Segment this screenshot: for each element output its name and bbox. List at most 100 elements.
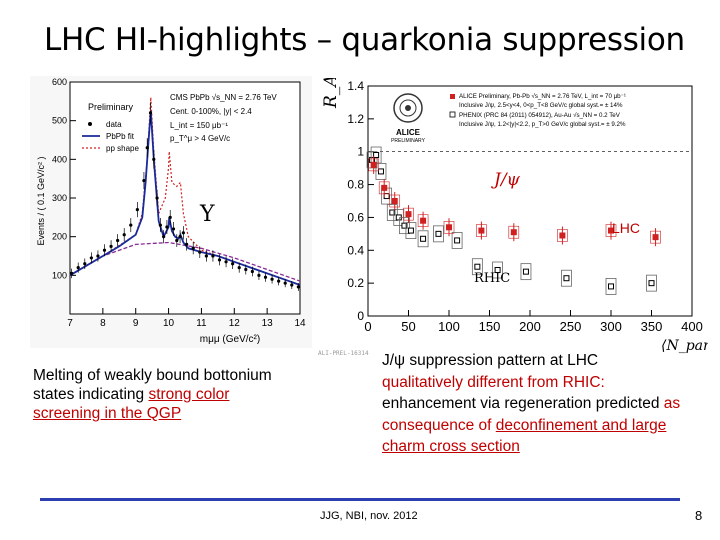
x-tick-label: 10 [163,318,175,329]
legend-header: CMS PbPb √s_NN = 2.76 TeV [170,93,277,102]
phenix-point [608,283,614,290]
alice-syst-box [443,220,455,234]
right-caption-line1: J/ψ suppression pattern at LHC [382,352,599,369]
alice-point [652,234,659,241]
x-tick-label: 13 [262,318,274,329]
x-tick-label: 100 [438,319,460,334]
alice-syst-box [378,181,390,195]
alice-point [420,217,427,224]
data-point [237,266,241,270]
phenix-syst-box [417,230,429,248]
phenix-point [435,230,442,237]
x-tick-label: 400 [681,319,703,334]
data-point [244,267,248,272]
phenix-syst-box [646,274,657,292]
x-tick-label: 250 [560,319,582,334]
data-point [148,111,153,115]
alice-point [608,227,614,234]
data-point [102,248,107,252]
x-axis-label: mμμ (GeV/c²) [200,334,260,345]
data-point [109,244,113,248]
alice-logo-sub: PRELIMINARY [391,138,425,144]
right-caption-red3: as consequence of [382,395,681,434]
alice-logo [393,93,423,123]
phenix-syst-box [451,232,463,249]
phenix-point [389,209,396,216]
x-tick-label: 8 [100,318,106,329]
phenix-syst-box [405,222,417,239]
upsilon-mass-spectrum: 100 200 300 400 500 600 7 8 9 10 11 12 13 14 Prelimi… [30,76,312,348]
y-tick-label: 600 [52,77,67,87]
data-point [198,250,202,254]
legend-phenix-2: Inclusive J/ψ, 1.2<|y|<2.2, p_T>0 GeV/c … [459,121,626,128]
x-axis-label: ⟨N_part⟩ [661,338,708,354]
y-tick-label: 0 [357,309,364,323]
alice-syst-box [650,230,661,244]
right-caption-red2: enhancement via regeneration predicted [382,395,660,412]
data-point [250,269,254,274]
x-tick-label: 350 [641,319,663,334]
data-point [181,231,185,235]
legend-alice-2: Inclusive J/ψ, 2.5<y<4, 0<p_T<8 GeV/c gl… [459,102,623,109]
data-point [224,260,228,264]
legend-sub-2: L_int = 150 μb⁻¹ [170,121,228,130]
alice-syst-box [417,214,429,228]
right-caption-red4: deconfinement and large charm cross sect… [382,416,667,456]
lhc-annotation: LHC [612,220,641,236]
alice-syst-box [476,224,487,237]
data-point [70,271,74,275]
data-point [116,238,120,243]
legend-sub-3: p_T^μ > 4 GeV/c [170,134,230,143]
data-point [165,225,169,229]
phenix-syst-box [492,261,504,279]
data-point [263,275,268,279]
preliminary-label: Preliminary [88,102,134,112]
data-point [96,254,100,258]
upsilon-annotation: Υ [200,202,215,227]
phenix-syst-box [386,204,398,221]
alice-syst-box [368,158,379,172]
legend-sub-1: Cent. 0-100%, |y| < 2.4 [170,107,252,116]
right-caption: J/ψ suppression pattern at LHC qualitati… [382,350,682,458]
data-point [178,235,182,239]
alice-syst-box [403,207,414,221]
x-tick-label: 0 [364,319,371,334]
alice-point [446,224,452,231]
data-point [283,281,287,285]
data-point [290,283,294,287]
phenix-point [401,222,408,229]
y-tick-label: 400 [52,154,67,164]
y-tick-label: 100 [52,270,67,280]
data-point [204,254,208,258]
data-point [277,279,281,283]
y-tick-label: 0.4 [347,243,364,257]
legend-phenix-marker [449,111,456,118]
x-tick-label: 14 [294,318,306,329]
alice-syst-box [508,225,520,239]
x-tick-label: 50 [401,319,415,334]
right-caption-red1: qualitatively different from RHIC: [382,373,605,391]
left-caption-red: strong color screening in the QGP [33,386,230,422]
alice-syst-box [557,229,568,242]
left-caption: Melting of weakly bound bottonium states… [33,366,273,423]
x-tick-label: 300 [600,319,622,334]
x-tick-label: 12 [229,318,241,329]
data-point [168,215,172,219]
legend-alice-marker [450,94,455,99]
x-tick-label: 7 [67,318,73,329]
alice-point [559,232,566,239]
phenix-point [377,168,384,175]
data-point [129,223,133,227]
phenix-syst-box [375,163,387,180]
legend-alice-1: ALICE Preliminary, Pb-Pb √s_NN = 2.76 Te… [459,93,626,100]
data-point [270,277,274,281]
phenix-syst-box [399,217,410,235]
y-axis-label: Events / ( 0.1 GeV/c² ) [36,156,46,245]
data-point [191,246,195,250]
y-tick-label: 1.2 [347,112,364,126]
y-tick-label: 0.8 [347,178,364,192]
jpsi-raa-plot: 0 0.2 0.4 0.6 0.8 1 1.2 1.4 0 50 100 150 200 250 300 3… [321,78,708,354]
phenix-point [373,152,380,158]
data-point [155,196,159,200]
phenix-point [648,280,655,287]
